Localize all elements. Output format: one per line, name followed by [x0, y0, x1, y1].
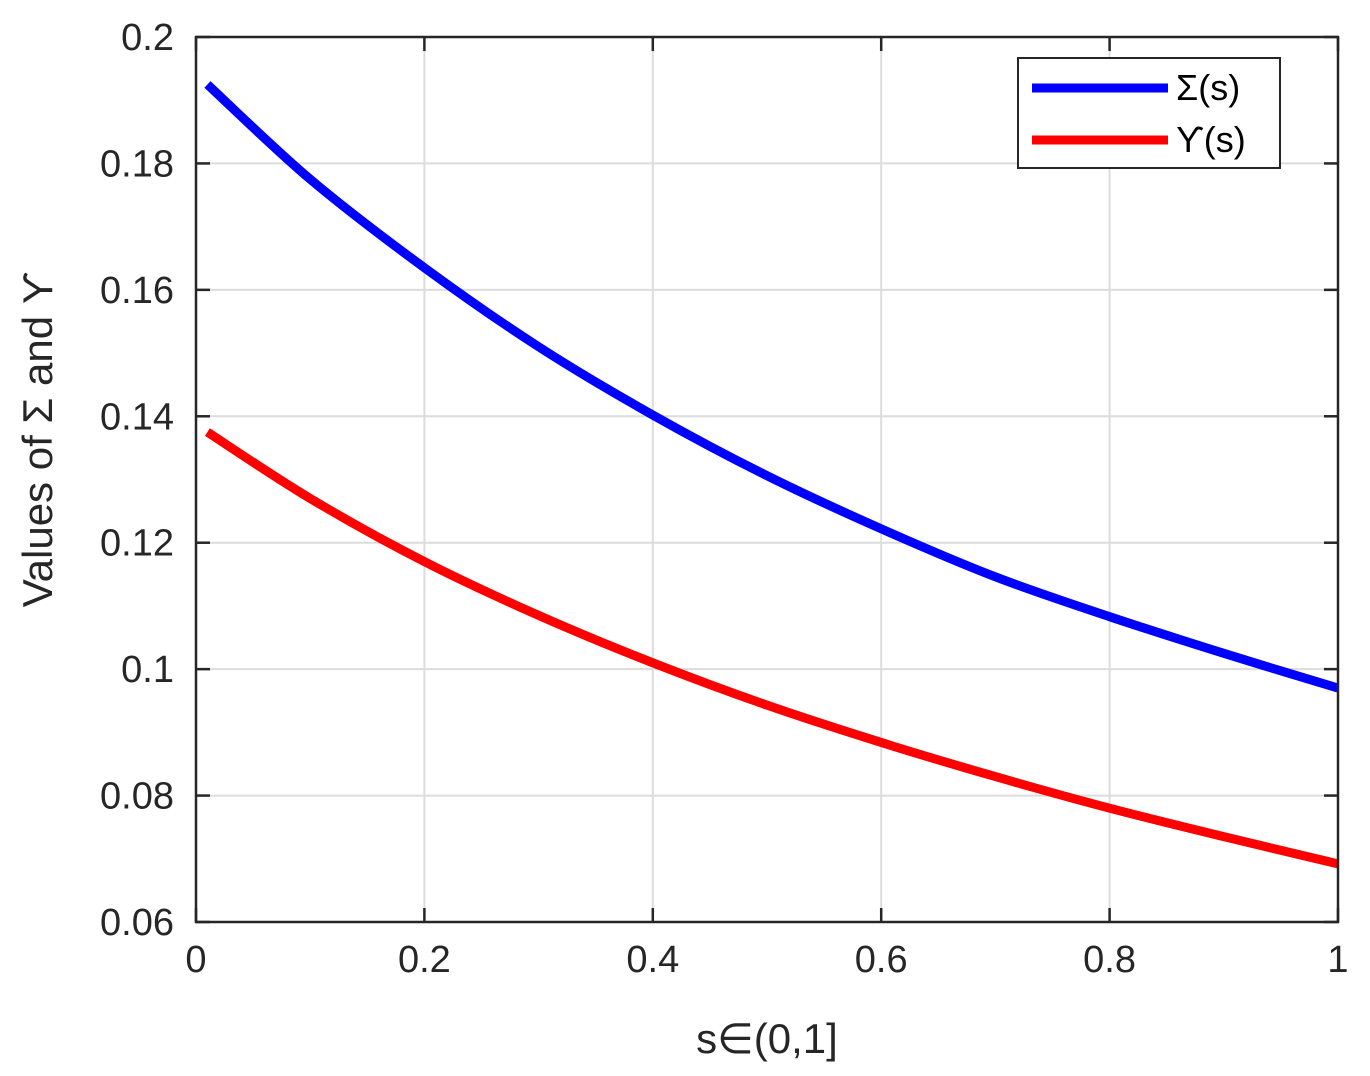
series-line-1 — [204, 428, 1340, 869]
x-tick-label: 0.2 — [398, 939, 451, 981]
y-tick-label: 0.08 — [100, 776, 174, 818]
x-tick-label: 1 — [1327, 939, 1348, 981]
x-tick-label: 0.6 — [855, 939, 908, 981]
legend-label-0: Σ(s) — [1176, 67, 1240, 108]
y-tick-label: 0.1 — [121, 649, 174, 691]
y-tick-labels: 0.06 0.08 0.1 0.12 0.14 0.16 0.18 0.2 — [100, 17, 174, 944]
x-tick-label: 0.4 — [626, 939, 679, 981]
y-tick-label: 0.2 — [121, 17, 174, 59]
x-tick-label: 0.8 — [1083, 939, 1136, 981]
x-tick-labels: 0 0.2 0.4 0.6 0.8 1 — [185, 939, 1348, 981]
series-line-0 — [204, 81, 1340, 693]
y-tick-label: 0.18 — [100, 143, 174, 185]
legend: Σ(s) ϒ(s) — [1017, 57, 1281, 169]
legend-label-1: ϒ(s) — [1176, 119, 1246, 160]
x-axis-title: s∈(0,1] — [696, 1015, 838, 1062]
series-lines — [204, 81, 1340, 869]
y-tick-label: 0.16 — [100, 270, 174, 312]
y-tick-label: 0.14 — [100, 396, 174, 438]
x-tick-label: 0 — [185, 939, 206, 981]
axes-box — [194, 35, 1340, 924]
tick-marks — [194, 35, 1340, 924]
y-tick-label: 0.06 — [100, 902, 174, 944]
legend-box — [1017, 57, 1281, 169]
y-axis-title: Values of Σ and ϒ — [14, 272, 61, 608]
y-tick-label: 0.12 — [100, 523, 174, 565]
